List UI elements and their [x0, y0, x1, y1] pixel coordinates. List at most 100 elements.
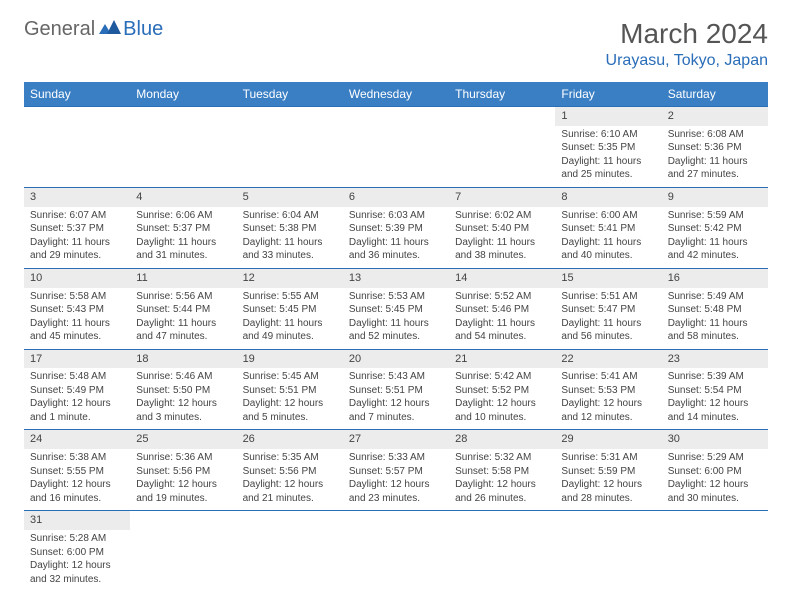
- calendar-cell: 22Sunrise: 5:41 AMSunset: 5:53 PMDayligh…: [555, 349, 661, 430]
- calendar-cell: 27Sunrise: 5:33 AMSunset: 5:57 PMDayligh…: [343, 430, 449, 511]
- day-number: 9: [662, 188, 768, 207]
- sunrise-text: Sunrise: 5:41 AM: [561, 370, 655, 384]
- day-number: 13: [343, 269, 449, 288]
- sunset-text: Sunset: 5:39 PM: [349, 222, 443, 236]
- calendar-cell: 14Sunrise: 5:52 AMSunset: 5:46 PMDayligh…: [449, 268, 555, 349]
- location-label: Urayasu, Tokyo, Japan: [606, 52, 768, 70]
- daylight-text: Daylight: 11 hours and 56 minutes.: [561, 317, 655, 344]
- daylight-text: Daylight: 12 hours and 7 minutes.: [349, 397, 443, 424]
- calendar-cell: 29Sunrise: 5:31 AMSunset: 5:59 PMDayligh…: [555, 430, 661, 511]
- sunrise-text: Sunrise: 5:28 AM: [30, 532, 124, 546]
- calendar-cell: 25Sunrise: 5:36 AMSunset: 5:56 PMDayligh…: [130, 430, 236, 511]
- daylight-text: Daylight: 11 hours and 27 minutes.: [668, 155, 762, 182]
- calendar-cell: 26Sunrise: 5:35 AMSunset: 5:56 PMDayligh…: [237, 430, 343, 511]
- daylight-text: Daylight: 11 hours and 33 minutes.: [243, 236, 337, 263]
- calendar-cell: 17Sunrise: 5:48 AMSunset: 5:49 PMDayligh…: [24, 349, 130, 430]
- daylight-text: Daylight: 11 hours and 36 minutes.: [349, 236, 443, 263]
- day-number: 20: [343, 350, 449, 369]
- weekday-header-row: Sunday Monday Tuesday Wednesday Thursday…: [24, 82, 768, 107]
- sunrise-text: Sunrise: 5:49 AM: [668, 290, 762, 304]
- flag-icon: [99, 20, 121, 39]
- daylight-text: Daylight: 11 hours and 29 minutes.: [30, 236, 124, 263]
- daylight-text: Daylight: 12 hours and 3 minutes.: [136, 397, 230, 424]
- day-number: 12: [237, 269, 343, 288]
- sunset-text: Sunset: 5:37 PM: [136, 222, 230, 236]
- calendar-cell: 19Sunrise: 5:45 AMSunset: 5:51 PMDayligh…: [237, 349, 343, 430]
- day-number: 27: [343, 430, 449, 449]
- calendar-cell: 21Sunrise: 5:42 AMSunset: 5:52 PMDayligh…: [449, 349, 555, 430]
- daylight-text: Daylight: 12 hours and 23 minutes.: [349, 478, 443, 505]
- day-number: 8: [555, 188, 661, 207]
- day-number: 15: [555, 269, 661, 288]
- daylight-text: Daylight: 11 hours and 38 minutes.: [455, 236, 549, 263]
- sunset-text: Sunset: 6:00 PM: [30, 546, 124, 560]
- sunrise-text: Sunrise: 5:38 AM: [30, 451, 124, 465]
- sunset-text: Sunset: 5:43 PM: [30, 303, 124, 317]
- calendar-cell: [555, 511, 661, 591]
- day-number: 24: [24, 430, 130, 449]
- daylight-text: Daylight: 12 hours and 1 minute.: [30, 397, 124, 424]
- day-number: 17: [24, 350, 130, 369]
- sunrise-text: Sunrise: 5:35 AM: [243, 451, 337, 465]
- sunset-text: Sunset: 5:49 PM: [30, 384, 124, 398]
- day-number: 22: [555, 350, 661, 369]
- sunrise-text: Sunrise: 5:48 AM: [30, 370, 124, 384]
- sunrise-text: Sunrise: 5:56 AM: [136, 290, 230, 304]
- calendar-cell: [130, 107, 236, 188]
- calendar-cell: 12Sunrise: 5:55 AMSunset: 5:45 PMDayligh…: [237, 268, 343, 349]
- daylight-text: Daylight: 12 hours and 30 minutes.: [668, 478, 762, 505]
- calendar-cell: [343, 511, 449, 591]
- calendar-cell: [449, 107, 555, 188]
- sunset-text: Sunset: 5:58 PM: [455, 465, 549, 479]
- day-number: 28: [449, 430, 555, 449]
- header: General Blue March 2024 Urayasu, Tokyo, …: [24, 18, 768, 70]
- day-number: 5: [237, 188, 343, 207]
- sunrise-text: Sunrise: 5:43 AM: [349, 370, 443, 384]
- daylight-text: Daylight: 11 hours and 31 minutes.: [136, 236, 230, 263]
- calendar-body: 1Sunrise: 6:10 AMSunset: 5:35 PMDaylight…: [24, 107, 768, 592]
- sunrise-text: Sunrise: 5:42 AM: [455, 370, 549, 384]
- sunset-text: Sunset: 5:51 PM: [243, 384, 337, 398]
- calendar-cell: 6Sunrise: 6:03 AMSunset: 5:39 PMDaylight…: [343, 187, 449, 268]
- sunset-text: Sunset: 5:44 PM: [136, 303, 230, 317]
- daylight-text: Daylight: 12 hours and 28 minutes.: [561, 478, 655, 505]
- calendar-cell: [237, 107, 343, 188]
- sunset-text: Sunset: 5:51 PM: [349, 384, 443, 398]
- day-number: 2: [662, 107, 768, 126]
- sunrise-text: Sunrise: 6:08 AM: [668, 128, 762, 142]
- daylight-text: Daylight: 12 hours and 5 minutes.: [243, 397, 337, 424]
- logo-text-general: General: [24, 18, 95, 41]
- daylight-text: Daylight: 12 hours and 12 minutes.: [561, 397, 655, 424]
- sunset-text: Sunset: 5:54 PM: [668, 384, 762, 398]
- calendar-cell: 24Sunrise: 5:38 AMSunset: 5:55 PMDayligh…: [24, 430, 130, 511]
- sunset-text: Sunset: 5:50 PM: [136, 384, 230, 398]
- calendar-cell: 5 Sunrise: 6:04 AMSunset: 5:38 PMDaylight…: [237, 187, 343, 268]
- daylight-text: Daylight: 11 hours and 25 minutes.: [561, 155, 655, 182]
- calendar-cell: 20Sunrise: 5:43 AMSunset: 5:51 PMDayligh…: [343, 349, 449, 430]
- sunrise-text: Sunrise: 6:04 AM: [243, 209, 337, 223]
- sunset-text: Sunset: 5:45 PM: [349, 303, 443, 317]
- day-number: 14: [449, 269, 555, 288]
- calendar-row: 24Sunrise: 5:38 AMSunset: 5:55 PMDayligh…: [24, 430, 768, 511]
- calendar-cell: 23Sunrise: 5:39 AMSunset: 5:54 PMDayligh…: [662, 349, 768, 430]
- sunset-text: Sunset: 5:53 PM: [561, 384, 655, 398]
- logo: General Blue: [24, 18, 163, 41]
- day-number: 26: [237, 430, 343, 449]
- calendar-cell: 16Sunrise: 5:49 AMSunset: 5:48 PMDayligh…: [662, 268, 768, 349]
- day-number: 11: [130, 269, 236, 288]
- calendar-cell: 10Sunrise: 5:58 AMSunset: 5:43 PMDayligh…: [24, 268, 130, 349]
- weekday-header: Sunday: [24, 82, 130, 107]
- sunset-text: Sunset: 5:38 PM: [243, 222, 337, 236]
- sunrise-text: Sunrise: 6:07 AM: [30, 209, 124, 223]
- daylight-text: Daylight: 11 hours and 40 minutes.: [561, 236, 655, 263]
- calendar-table: Sunday Monday Tuesday Wednesday Thursday…: [24, 82, 768, 591]
- calendar-cell: 13Sunrise: 5:53 AMSunset: 5:45 PMDayligh…: [343, 268, 449, 349]
- calendar-cell: 7Sunrise: 6:02 AMSunset: 5:40 PMDaylight…: [449, 187, 555, 268]
- calendar-cell: [449, 511, 555, 591]
- daylight-text: Daylight: 11 hours and 45 minutes.: [30, 317, 124, 344]
- sunset-text: Sunset: 5:41 PM: [561, 222, 655, 236]
- day-number: 19: [237, 350, 343, 369]
- sunrise-text: Sunrise: 5:59 AM: [668, 209, 762, 223]
- sunrise-text: Sunrise: 5:51 AM: [561, 290, 655, 304]
- sunset-text: Sunset: 5:35 PM: [561, 141, 655, 155]
